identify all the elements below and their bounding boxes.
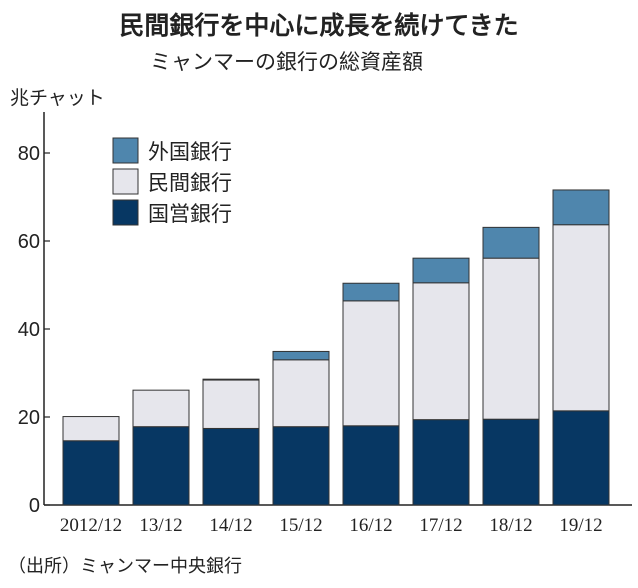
x-tick-label: 14/12 [209, 515, 252, 536]
bar-国営銀行 [132, 426, 190, 506]
x-tick-label: 15/12 [279, 515, 322, 536]
source-note: （出所）ミャンマー中央銀行 [8, 556, 242, 577]
bar-国営銀行 [272, 426, 330, 506]
bar-国営銀行 [412, 419, 470, 506]
chart-subtitle: ミャンマーの銀行の総資産額 [150, 50, 423, 74]
legend-label: 外国銀行 [148, 140, 232, 164]
x-tick-label: 13/12 [139, 515, 182, 536]
bar-外国銀行 [342, 282, 400, 302]
bar-民間銀行 [482, 257, 540, 420]
legend-swatch [112, 137, 139, 164]
y-tick-label: 60 [18, 231, 40, 253]
bar-国営銀行 [342, 425, 400, 506]
bar-民間銀行 [132, 389, 190, 428]
bar-民間銀行 [202, 379, 260, 429]
legend-swatch [112, 199, 139, 226]
bar-民間銀行 [412, 282, 470, 421]
chart-title: 民間銀行を中心に成長を続けてきた [119, 11, 519, 40]
x-tick-label: 16/12 [349, 515, 392, 536]
bar-民間銀行 [552, 224, 610, 412]
legend-label: 民間銀行 [148, 171, 232, 195]
y-tick-label: 20 [18, 407, 40, 429]
y-tick-label: 0 [29, 495, 40, 517]
x-tick-label: 19/12 [559, 515, 602, 536]
x-tick-label: 18/12 [489, 515, 532, 536]
bar-民間銀行 [62, 416, 120, 442]
y-tick-label: 80 [18, 143, 40, 165]
bar-民間銀行 [272, 359, 330, 428]
bar-民間銀行 [342, 300, 400, 427]
bar-外国銀行 [202, 378, 260, 381]
bar-外国銀行 [552, 189, 610, 226]
y-tick-label: 40 [18, 319, 40, 341]
legend-label: 国営銀行 [148, 202, 232, 226]
bar-国営銀行 [552, 410, 610, 506]
y-axis-label: 兆チャット [10, 87, 105, 109]
bar-国営銀行 [62, 440, 120, 506]
bar-外国銀行 [412, 257, 470, 284]
bar-外国銀行 [482, 226, 540, 259]
legend-swatch [112, 168, 139, 195]
bar-国営銀行 [482, 418, 540, 506]
x-tick-label: 2012/12 [60, 515, 122, 536]
bar-国営銀行 [202, 427, 260, 506]
bar-外国銀行 [272, 350, 330, 361]
x-tick-label: 17/12 [419, 515, 462, 536]
